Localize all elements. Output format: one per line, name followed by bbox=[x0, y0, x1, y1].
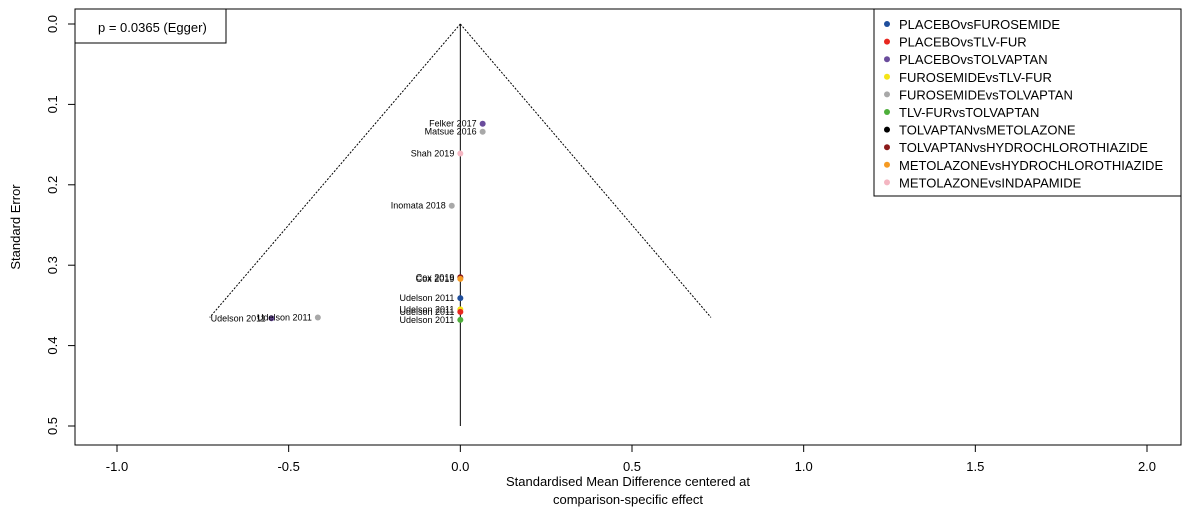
x-tick-label: 2.0 bbox=[1138, 459, 1156, 474]
legend: PLACEBOvsFUROSEMIDE PLACEBOvsTLV-FUR PLACE… bbox=[873, 8, 1182, 197]
x-tick-label: 0.5 bbox=[623, 459, 641, 474]
x-tick-label: -0.5 bbox=[277, 459, 299, 474]
x-tick-label: -1.0 bbox=[106, 459, 128, 474]
study-label: Udelson 2011 bbox=[399, 293, 454, 303]
legend-marker bbox=[884, 21, 890, 27]
study-label: Udelson 2011 bbox=[399, 315, 454, 325]
legend-marker bbox=[884, 179, 890, 186]
legend-marker bbox=[884, 91, 890, 98]
study-label: Cox 2019 bbox=[416, 272, 455, 282]
study-point bbox=[457, 308, 464, 315]
y-tick-label: 0.2 bbox=[45, 176, 60, 194]
legend-marker bbox=[884, 38, 890, 45]
funnel-right-edge bbox=[459, 23, 712, 318]
legend-box bbox=[873, 8, 1182, 197]
study-point bbox=[457, 275, 464, 282]
x-tick-label: 1.5 bbox=[966, 459, 984, 474]
y-tick-label: 0.4 bbox=[45, 337, 60, 355]
legend-label: PLACEBOvsTOLVAPTAN bbox=[899, 52, 1048, 67]
study-point bbox=[314, 314, 321, 321]
study-label: Udelson 2011 bbox=[399, 307, 454, 317]
x-axis-title-line-1: Standardised Mean Difference centered at bbox=[506, 474, 750, 489]
y-axis-title: Standard Error bbox=[8, 184, 23, 270]
funnel-layer bbox=[209, 23, 712, 426]
study-label: Matsue 2016 bbox=[425, 127, 477, 137]
x-axis: -1.0 -0.5 0.0 0.5 1.0 1.5 2.0 bbox=[106, 444, 1156, 474]
egger-annotation: p = 0.0365 (Egger) bbox=[98, 20, 207, 35]
legend-label: METOLAZONEvsINDAPAMIDE bbox=[899, 175, 1082, 190]
legend-label: TOLVAPTANvsHYDROCHLOROTHIAZIDE bbox=[899, 140, 1148, 155]
study-point bbox=[457, 316, 464, 323]
study-point bbox=[457, 150, 464, 157]
y-tick-label: 0.5 bbox=[45, 417, 60, 435]
study-label: Udelson 2011 bbox=[257, 312, 312, 322]
egger-box: p = 0.0365 (Egger) bbox=[74, 8, 227, 44]
study-label: Felker 2017 bbox=[429, 119, 477, 129]
study-label: Shah 2019 bbox=[411, 148, 455, 158]
x-tick-label: 1.0 bbox=[795, 459, 813, 474]
legend-marker bbox=[884, 144, 890, 151]
study-point bbox=[479, 128, 486, 135]
points-layer bbox=[268, 120, 486, 323]
study-label: Udelson 2011 bbox=[211, 313, 266, 323]
legend-label: TLV-FURvsTOLVAPTAN bbox=[899, 105, 1039, 120]
legend-label: FUROSEMIDEvsTOLVAPTAN bbox=[899, 87, 1073, 102]
legend-label: PLACEBOvsTLV-FUR bbox=[899, 35, 1027, 50]
study-label: Cox 2019 bbox=[416, 274, 455, 284]
x-axis-title-line-2: comparison-specific effect bbox=[553, 492, 703, 507]
study-point bbox=[448, 202, 455, 209]
study-label: Udelson 2011 bbox=[399, 304, 454, 314]
legend-label: PLACEBOvsFUROSEMIDE bbox=[899, 17, 1060, 32]
study-point bbox=[479, 120, 486, 127]
x-tick-label: 0.0 bbox=[451, 459, 469, 474]
study-point bbox=[457, 295, 464, 302]
y-tick-label: 0.0 bbox=[45, 15, 60, 33]
legend-marker bbox=[884, 161, 890, 168]
legend-label: METOLAZONEvsHYDROCHLOROTHIAZIDE bbox=[899, 158, 1163, 173]
y-axis: 0.0 0.1 0.2 0.3 0.4 0.5 bbox=[45, 15, 76, 435]
legend-marker bbox=[884, 73, 890, 80]
y-tick-label: 0.3 bbox=[45, 256, 60, 274]
legend-label: FUROSEMIDEvsTLV-FUR bbox=[899, 70, 1052, 85]
legend-marker bbox=[884, 126, 890, 133]
funnel-left-edge bbox=[209, 23, 461, 318]
study-point bbox=[268, 315, 275, 322]
study-label: Inomata 2018 bbox=[391, 201, 446, 211]
legend-marker bbox=[884, 109, 890, 115]
legend-label: TOLVAPTANvsMETOLAZONE bbox=[899, 123, 1076, 138]
legend-marker bbox=[884, 56, 890, 63]
y-tick-label: 0.1 bbox=[45, 95, 60, 113]
